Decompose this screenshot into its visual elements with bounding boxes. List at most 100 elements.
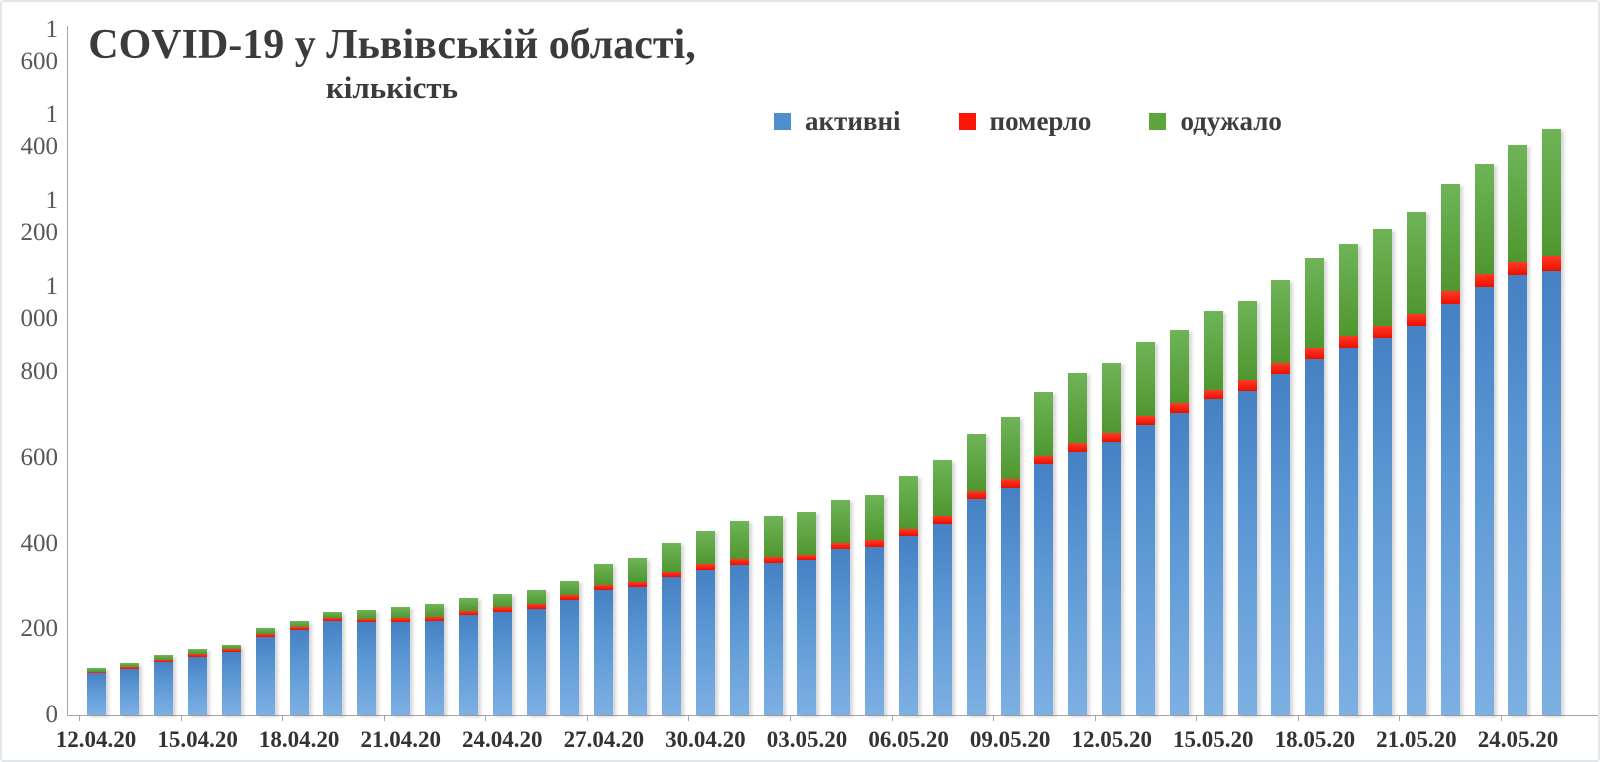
bar-17.04.20: [255, 628, 275, 715]
segment-одужало: [1440, 184, 1460, 292]
segment-активні: [1237, 390, 1257, 715]
segment-активні: [255, 637, 275, 715]
x-tick-label: 18.05.20: [1274, 727, 1356, 752]
segment-померло: [154, 659, 174, 663]
bar-30.04.20: [695, 531, 715, 715]
segment-померло: [1203, 389, 1223, 400]
bar-08.05.20: [966, 433, 986, 715]
segment-померло: [966, 490, 986, 499]
segment-померло: [1102, 432, 1122, 442]
bar-04.05.20: [831, 499, 851, 715]
segment-одужало: [1373, 229, 1393, 327]
segment-одужало: [86, 667, 106, 673]
bar-14.04.20: [154, 655, 174, 715]
segment-активні: [357, 622, 377, 715]
segment-одужало: [425, 604, 445, 618]
legend-label-recovered: одужало: [1180, 106, 1282, 136]
x-axis-tick: [1196, 716, 1198, 721]
segment-померло: [797, 554, 817, 561]
segment-активні: [86, 673, 106, 715]
segment-одужало: [492, 593, 512, 608]
x-axis-tick: [485, 716, 487, 721]
segment-померло: [1406, 313, 1426, 327]
x-axis-tick: [1399, 716, 1401, 721]
x-tick-label: 27.04.20: [563, 727, 645, 752]
segment-активні: [1136, 424, 1156, 715]
x-tick-label: 09.05.20: [969, 727, 1051, 752]
bar-27.04.20: [594, 563, 614, 715]
segment-активні: [188, 657, 208, 715]
segment-померло: [120, 667, 140, 670]
segment-одужало: [154, 655, 174, 660]
segment-активні: [899, 536, 919, 715]
bar-14.05.20: [1169, 329, 1189, 715]
bar-21.04.20: [391, 607, 411, 715]
segment-активні: [932, 523, 952, 715]
segment-одужало: [1542, 129, 1562, 256]
segment-активні: [763, 562, 783, 715]
segment-померло: [425, 617, 445, 621]
bar-22.04.20: [425, 604, 445, 715]
y-tick-label: 400: [20, 529, 59, 557]
x-tick-label: 03.05.20: [766, 727, 848, 752]
bar-10.05.20: [1034, 392, 1054, 715]
x-tick-label: 18.04.20: [258, 727, 340, 752]
segment-померло: [1508, 261, 1528, 275]
segment-активні: [594, 590, 614, 715]
bar-26.04.20: [560, 580, 580, 715]
x-axis-tick: [79, 716, 81, 721]
segment-активні: [425, 620, 445, 715]
segment-померло: [729, 559, 749, 565]
segment-одужало: [966, 433, 986, 491]
segment-одужало: [458, 598, 478, 611]
bar-25.05.20: [1542, 129, 1562, 715]
bar-19.04.20: [323, 611, 343, 715]
bar-17.05.20: [1271, 280, 1291, 715]
x-tick-label: 21.04.20: [360, 727, 441, 752]
x-axis-tick: [1501, 716, 1503, 721]
segment-померло: [1034, 455, 1054, 465]
segment-одужало: [1034, 392, 1054, 456]
x-axis-tick: [383, 716, 385, 721]
y-tick-label: 1 400: [20, 101, 59, 161]
chart-subtitle: кількість: [325, 70, 459, 106]
segment-активні: [966, 498, 986, 715]
bar-25.04.20: [526, 589, 546, 715]
bar-15.04.20: [188, 649, 208, 715]
bar-03.05.20: [797, 512, 817, 715]
segment-одужало: [628, 557, 648, 582]
bar-19.05.20: [1339, 244, 1359, 715]
segment-одужало: [221, 644, 241, 650]
segment-активні: [492, 612, 512, 715]
segment-активні: [1406, 326, 1426, 715]
segment-одужало: [831, 499, 851, 543]
bar-06.05.20: [899, 476, 919, 715]
x-tick-label: 12.05.20: [1071, 727, 1152, 752]
segment-одужало: [899, 476, 919, 530]
bar-09.05.20: [1000, 417, 1020, 715]
x-tick-label: 06.05.20: [868, 727, 949, 752]
segment-активні: [120, 669, 140, 715]
recovered-swatch-icon: [1149, 113, 1167, 130]
segment-померло: [255, 633, 275, 638]
segment-активні: [1474, 286, 1494, 715]
segment-померло: [865, 540, 885, 548]
segment-одужало: [1508, 145, 1528, 262]
segment-активні: [391, 621, 411, 715]
segment-одужало: [526, 589, 546, 604]
segment-активні: [1508, 274, 1528, 715]
segment-померло: [560, 595, 580, 601]
active-swatch-icon: [774, 113, 791, 130]
bar-24.04.20: [492, 593, 512, 715]
segment-одужало: [763, 516, 783, 557]
segment-померло: [526, 603, 546, 609]
segment-померло: [391, 618, 411, 622]
x-axis-tick: [688, 716, 690, 721]
x-tick-label: 30.04.20: [665, 727, 746, 752]
y-tick-label: 1 600: [20, 15, 59, 75]
segment-одужало: [120, 662, 140, 668]
bar-20.04.20: [357, 609, 377, 715]
segment-одужало: [594, 563, 614, 586]
bar-23.05.20: [1474, 163, 1494, 715]
